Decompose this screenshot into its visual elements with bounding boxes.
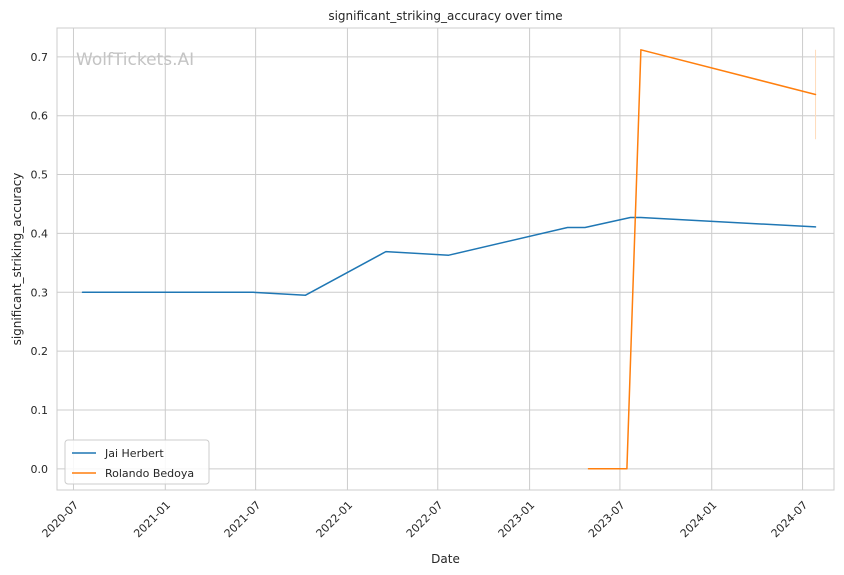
chart-title: significant_striking_accuracy over time [328,9,562,23]
watermark: WolfTickets.AI [76,50,194,70]
series-layer [81,49,817,470]
y-tick-label: 0.4 [31,227,49,240]
x-axis-label: Date [431,552,460,566]
legend-label-rolando-bedoya: Rolando Bedoya [105,467,194,480]
series-line-rolando-bedoya [587,49,817,470]
y-tick-label: 0.7 [31,51,49,64]
y-tick-labels: 0.0 0.1 0.2 0.3 0.4 0.5 0.6 0.7 [31,51,49,476]
y-tick-label: 0.2 [31,345,49,358]
grid-layer [57,28,834,490]
y-tick-label: 0.6 [31,110,49,123]
y-axis-label: significant_striking_accuracy [10,173,24,346]
y-tick-label: 0.0 [31,463,49,476]
legend-box [64,439,210,485]
legend-label-jai-herbert: Jai Herbert [104,447,164,460]
y-tick-label: 0.1 [31,404,49,417]
y-tick-label: 0.5 [31,169,49,182]
y-tick-label: 0.3 [31,286,49,299]
legend: Jai Herbert Rolando Bedoya [64,439,210,485]
plot-frame [56,27,835,491]
